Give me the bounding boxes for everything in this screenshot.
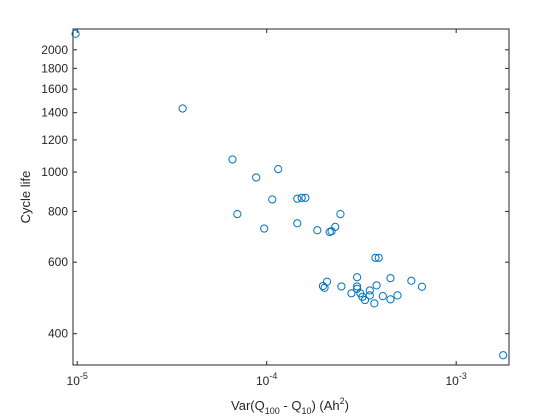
data-point — [293, 219, 302, 228]
y-tick-label: 1800 — [41, 61, 68, 75]
data-point — [260, 224, 269, 233]
data-point — [347, 289, 356, 298]
data-point — [228, 155, 237, 164]
data-points — [71, 29, 508, 360]
y-tick-label: 400 — [48, 327, 68, 341]
data-point — [386, 295, 395, 304]
y-axis-title: Cycle life — [18, 171, 33, 224]
x-axis-title-sub2: 10 — [301, 406, 311, 416]
x-axis-title: Var(Q100 - Q10) (Ah2) — [231, 396, 349, 416]
data-point — [233, 209, 242, 219]
x-axis-ticks: 10-5 10-4 10-3 — [67, 29, 467, 388]
data-point — [372, 281, 381, 290]
data-point — [407, 276, 416, 285]
data-point — [293, 194, 302, 203]
x-tick-label: 10-5 — [67, 371, 88, 388]
data-point — [499, 351, 508, 360]
data-point — [320, 283, 329, 292]
y-tick-label: 1000 — [41, 165, 68, 179]
data-point — [325, 227, 334, 237]
y-axis-ticks: 400 600 800 1000 1200 1400 1600 1800 2000 — [41, 43, 509, 341]
x-axis-title-main: Var(Q — [231, 398, 265, 413]
plot-frame — [72, 28, 510, 366]
data-point — [353, 282, 362, 291]
data-point — [360, 295, 370, 305]
data-point — [393, 291, 402, 300]
x-axis-title-sup: 2 — [340, 396, 345, 406]
data-point — [331, 222, 340, 231]
x-tick-label: 10-3 — [445, 371, 466, 388]
data-point — [371, 253, 380, 262]
data-point — [268, 195, 277, 204]
data-point — [370, 299, 379, 308]
data-point — [297, 193, 306, 202]
y-tick-label: 1400 — [41, 106, 68, 120]
x-axis-title-mid: - Q — [280, 398, 302, 413]
y-tick-label: 600 — [48, 255, 68, 269]
data-point — [313, 226, 322, 235]
y-tick-label: 1200 — [41, 133, 68, 147]
data-point — [353, 273, 362, 282]
data-point — [178, 104, 187, 113]
x-tick-label: 10-4 — [256, 371, 277, 388]
y-tick-label: 2000 — [41, 43, 68, 57]
y-tick-label: 1600 — [41, 82, 68, 96]
data-point — [301, 193, 310, 202]
data-point — [386, 274, 395, 283]
plot-area — [72, 28, 510, 366]
data-point — [274, 164, 283, 174]
data-point — [417, 282, 427, 291]
data-point — [378, 292, 387, 301]
x-axis-title-end: ) — [345, 398, 349, 413]
y-tick-label: 800 — [48, 204, 68, 218]
data-point — [337, 282, 346, 291]
data-point — [365, 286, 374, 295]
x-axis-title-close: ) (Ah — [311, 398, 339, 413]
data-point — [318, 281, 328, 291]
x-axis-title-sub1: 100 — [265, 406, 280, 416]
data-point — [71, 29, 80, 38]
data-point — [252, 173, 261, 182]
data-point — [365, 291, 374, 300]
data-point — [374, 253, 383, 262]
data-point — [336, 209, 345, 219]
